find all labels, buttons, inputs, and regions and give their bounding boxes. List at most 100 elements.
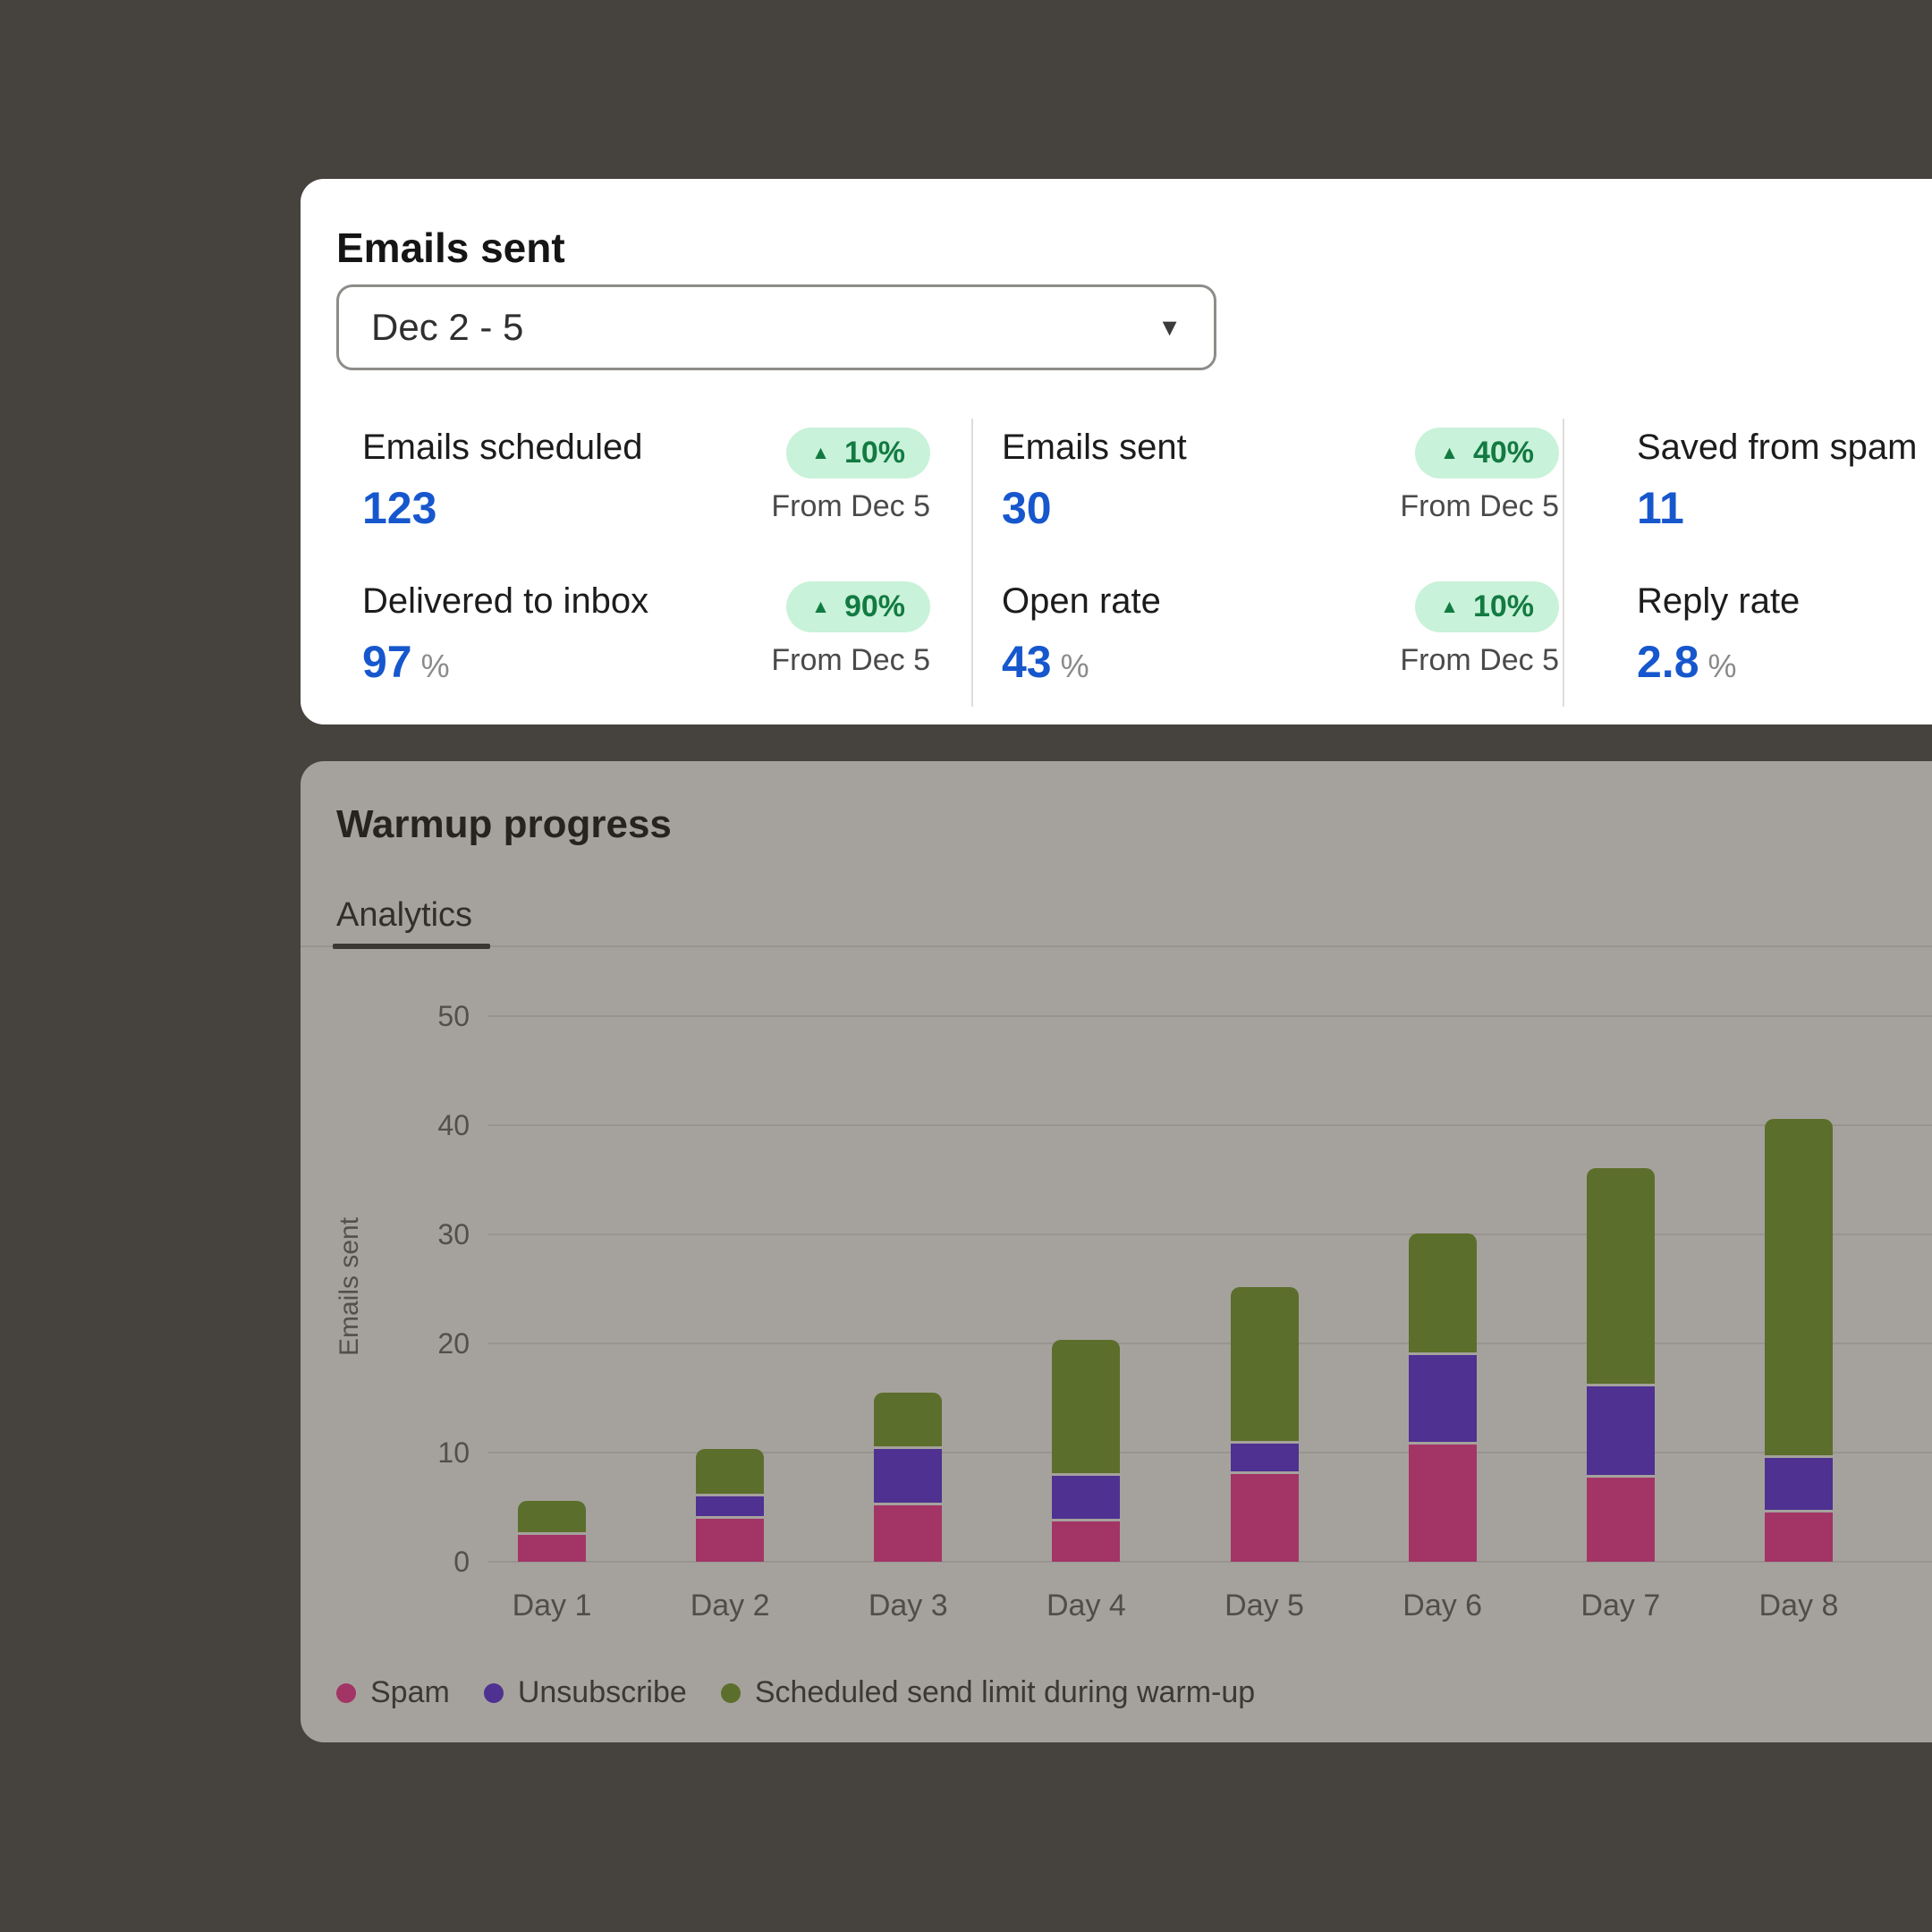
summary-card: Emails sent Dec 2 - 5 ▼ Emails scheduled… (301, 179, 1932, 724)
badge-value: 10% (1472, 589, 1534, 623)
gridline (487, 1343, 1932, 1344)
bar-segment-spam (1230, 1474, 1299, 1562)
date-range-value: Dec 2 - 5 (371, 306, 524, 348)
change-badge: ▲ 40% (1415, 428, 1559, 479)
metric-open-rate: Open rate 43 % ▲ 10% From Dec 5 (1002, 581, 1559, 688)
x-tick-label: Day 3 (868, 1589, 948, 1623)
stacked-bar-day-1 (518, 1501, 586, 1562)
metric-unit: % (420, 648, 450, 684)
gridline (487, 1561, 1932, 1563)
stacked-bar-day-4 (1052, 1340, 1121, 1562)
active-tab-underline (333, 944, 490, 949)
bar-segment-unsubscribe (1586, 1386, 1655, 1476)
metric-value: 30 (1002, 483, 1052, 533)
bar-segment-scheduled (1408, 1233, 1477, 1352)
metric-label: Saved from spam (1637, 428, 1918, 467)
y-tick-label: 0 (453, 1546, 470, 1578)
tab-bar: Analytics (301, 895, 1932, 949)
metric-label: Emails scheduled (362, 428, 643, 467)
x-tick-label: Day 1 (512, 1589, 592, 1623)
x-tick-label: Day 5 (1224, 1589, 1304, 1623)
bar-segment-spam (1408, 1445, 1477, 1562)
bar-segment-scheduled (1586, 1167, 1655, 1385)
gridline (487, 1124, 1932, 1126)
badge-value: 90% (843, 589, 905, 623)
tab-analytics[interactable]: Analytics (336, 896, 473, 934)
gridline (487, 1452, 1932, 1453)
metric-label: Emails sent (1002, 428, 1187, 467)
stacked-bar-day-3 (874, 1393, 943, 1562)
metric-label: Open rate (1002, 581, 1161, 621)
bar-segment-spam (518, 1534, 586, 1562)
metric-value: 43 (1002, 637, 1052, 687)
stacked-bar-day-8 (1764, 1118, 1833, 1562)
stacked-bar-day-7 (1586, 1167, 1655, 1562)
bar-segment-unsubscribe (1764, 1457, 1833, 1511)
gridline (487, 1015, 1932, 1017)
legend-label: Scheduled send limit during warm-up (754, 1675, 1256, 1709)
y-tick-label: 30 (437, 1218, 470, 1250)
x-tick-label: Day 7 (1580, 1589, 1661, 1623)
legend-dot-icon (336, 1682, 356, 1703)
metric-value: 2.8 (1637, 637, 1699, 687)
y-axis-title: Emails sent (335, 1216, 364, 1356)
summary-card-title: Emails sent (336, 225, 565, 271)
metric-delivered-to-inbox: Delivered to inbox 97 % ▲ 90% From Dec 5 (362, 581, 930, 688)
legend-item: Spam (336, 1675, 450, 1710)
increase-arrow-icon: ▲ (811, 596, 830, 617)
bar-segment-scheduled (1230, 1286, 1299, 1441)
badge-value: 40% (1472, 436, 1534, 470)
bar-segment-spam (1586, 1478, 1655, 1562)
bar-segment-unsubscribe (1408, 1354, 1477, 1443)
badge-note: From Dec 5 (771, 643, 930, 677)
badge-value: 10% (843, 436, 905, 470)
y-tick-label: 50 (437, 1000, 470, 1032)
bar-segment-scheduled (518, 1501, 586, 1532)
legend-label: Spam (370, 1675, 450, 1709)
warmup-progress-card: Warmup progress Analytics Emails sent 0 1… (301, 761, 1932, 1742)
increase-arrow-icon: ▲ (1440, 596, 1459, 617)
plot-area: 0 10 20 30 40 50 Day 1 Day 2 Day 3 Day 4 Day 5 Day … (437, 1000, 1932, 1623)
badge-note: From Dec 5 (1400, 643, 1559, 677)
stacked-bar-day-6 (1408, 1233, 1477, 1562)
warmup-card-title: Warmup progress (336, 802, 672, 846)
x-tick-label: Day 8 (1758, 1589, 1839, 1623)
bar-segment-spam (874, 1504, 943, 1562)
bar-segment-scheduled (1052, 1340, 1121, 1474)
legend-item: Scheduled send limit during warm-up (720, 1675, 1256, 1710)
legend-dot-icon (720, 1682, 741, 1703)
metric-value: 11 (1637, 483, 1684, 533)
metric-reply-rate: Reply rate 2.8 % (1637, 581, 1932, 688)
x-tick-label: Day 4 (1046, 1589, 1126, 1623)
badge-note: From Dec 5 (771, 489, 930, 523)
legend-item: Unsubscribe (483, 1675, 687, 1710)
bar-segment-scheduled (874, 1393, 943, 1446)
x-tick-label: Day 2 (690, 1589, 770, 1623)
metrics-divider (971, 419, 973, 707)
metrics-divider (1563, 419, 1564, 707)
bar-segment-unsubscribe (1230, 1443, 1299, 1472)
change-badge: ▲ 10% (786, 428, 930, 479)
bar-segment-unsubscribe (696, 1496, 765, 1517)
bar-segment-spam (696, 1519, 765, 1562)
metric-label: Delivered to inbox (362, 581, 649, 621)
metric-emails-sent: Emails sent 30 ▲ 40% From Dec 5 (1002, 428, 1559, 534)
chevron-down-icon: ▼ (1157, 313, 1182, 341)
bar-segment-spam (1764, 1513, 1833, 1562)
legend-label: Unsubscribe (517, 1675, 687, 1709)
metric-value: 97 (362, 637, 412, 687)
stacked-bar-day-5 (1230, 1286, 1299, 1562)
y-tick-label: 40 (437, 1109, 470, 1141)
bar-segment-unsubscribe (1052, 1476, 1121, 1519)
bar-segment-unsubscribe (874, 1448, 943, 1503)
x-tick-label: Day 6 (1402, 1589, 1483, 1623)
chart-legend: Spam Unsubscribe Scheduled send limit duri… (336, 1675, 1255, 1710)
bar-segment-scheduled (1764, 1118, 1833, 1455)
increase-arrow-icon: ▲ (811, 442, 830, 463)
date-range-select[interactable]: Dec 2 - 5 ▼ (336, 284, 1216, 370)
metric-unit: % (1060, 648, 1089, 684)
y-tick-label: 20 (437, 1327, 470, 1360)
metric-emails-scheduled: Emails scheduled 123 ▲ 10% From Dec 5 (362, 428, 930, 534)
stacked-bar-day-2 (696, 1449, 765, 1562)
metric-unit: % (1707, 648, 1737, 684)
